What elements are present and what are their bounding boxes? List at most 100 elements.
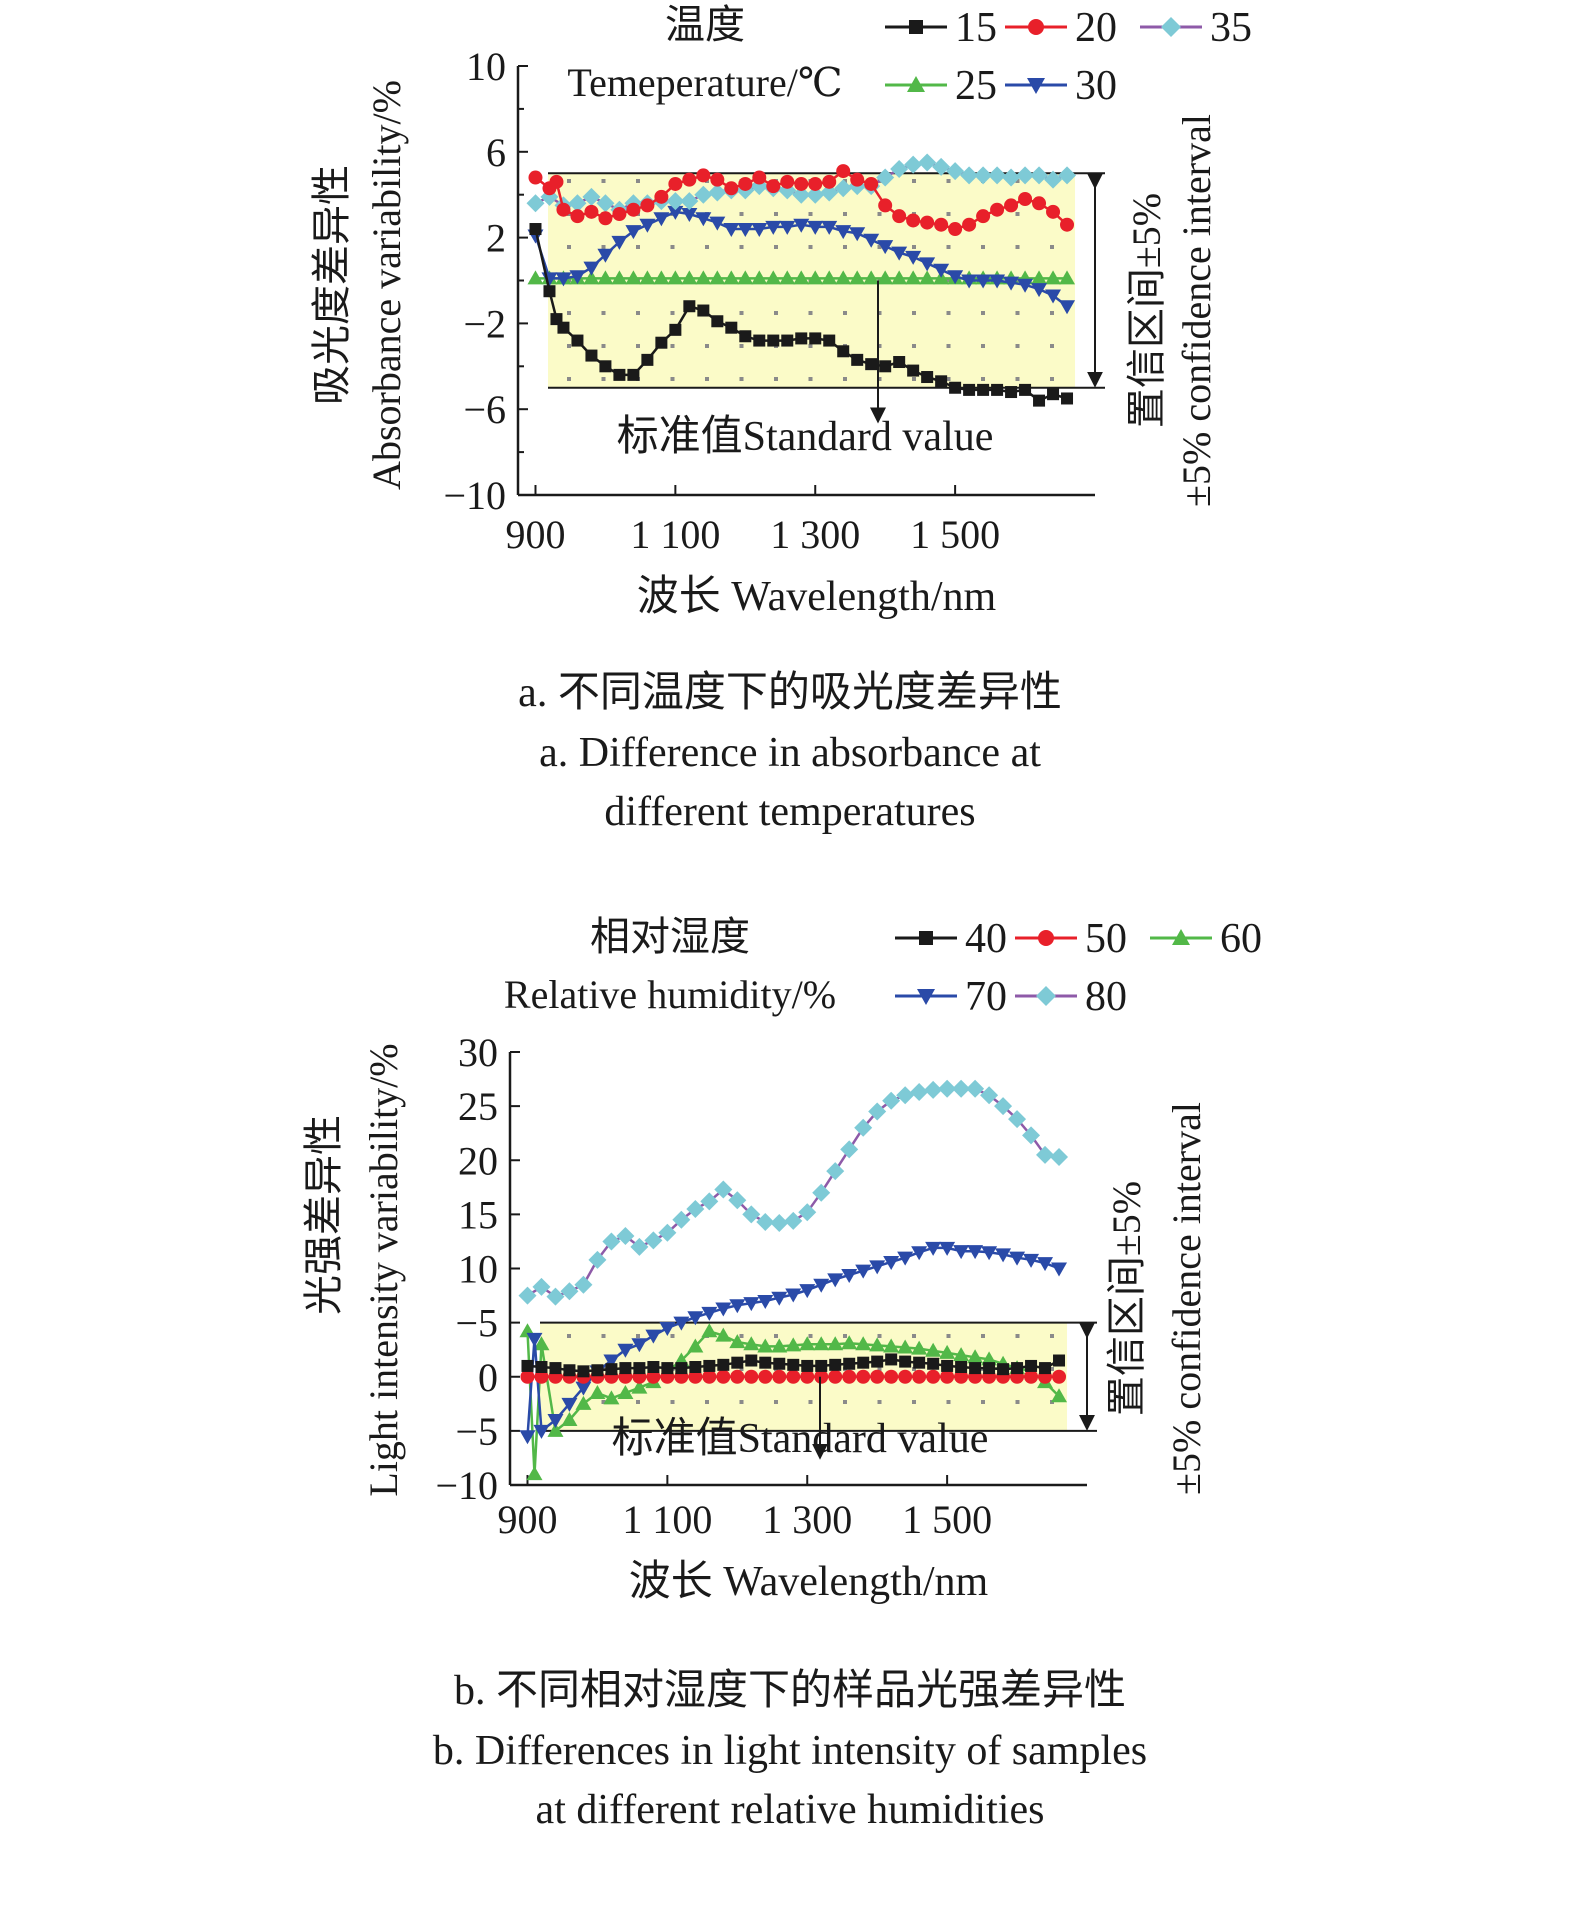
annotations: [812, 1322, 1095, 1460]
data-point: [617, 1343, 634, 1358]
series-30: [527, 205, 1076, 315]
data-point: [809, 332, 822, 345]
data-point: [743, 1297, 760, 1312]
data-point: [835, 270, 852, 285]
data-point: [910, 1083, 929, 1102]
y-tick-label: −5: [455, 1301, 498, 1346]
data-point: [994, 1097, 1013, 1116]
data-point: [843, 1357, 856, 1370]
data-point: [1045, 270, 1062, 285]
data-point: [700, 1192, 719, 1211]
data-point: [556, 202, 571, 217]
series-40: [521, 1353, 1066, 1378]
legend-label: 70: [965, 974, 1007, 1020]
data-point: [892, 209, 907, 224]
data-point: [1004, 198, 1019, 213]
standard-value-label: 标准值Standard value: [617, 414, 994, 460]
data-point: [962, 217, 977, 232]
data-point: [941, 1359, 954, 1372]
data-point: [877, 270, 894, 285]
data-point: [856, 1369, 871, 1384]
confidence-label-cn: 置信区间±5%: [1124, 193, 1169, 428]
data-point: [952, 1079, 971, 1098]
data-point: [897, 1251, 914, 1266]
y-tick-label: −5: [455, 1409, 498, 1454]
data-point: [967, 1245, 984, 1260]
data-point: [918, 153, 937, 172]
data-point: [935, 375, 948, 388]
data-point: [919, 257, 936, 272]
data-point: [988, 166, 1007, 185]
data-point: [849, 227, 866, 242]
data-point: [926, 1369, 941, 1384]
data-point: [668, 176, 683, 191]
data-point: [834, 179, 853, 198]
data-point: [715, 1327, 732, 1342]
data-point: [828, 1369, 843, 1384]
data-point: [731, 1356, 744, 1369]
data-point: [1061, 392, 1074, 405]
data-point: [675, 1362, 688, 1375]
data-point: [813, 1336, 830, 1351]
legend-label: 30: [1075, 63, 1117, 109]
data-point: [855, 1336, 872, 1351]
data-point: [781, 334, 794, 347]
data-point: [1046, 204, 1061, 219]
data-point: [798, 1203, 817, 1222]
legend-label: 25: [955, 63, 997, 109]
series-line-20: [534, 169, 1068, 231]
data-point: [919, 270, 936, 285]
data-point: [533, 1424, 550, 1439]
data-point: [904, 155, 923, 174]
data-point: [779, 220, 796, 235]
data-point: [561, 1397, 578, 1412]
legend-item-30: 30: [1005, 63, 1117, 109]
legend-title-en: Relative humidity/%: [504, 972, 836, 1017]
data-point: [1024, 1369, 1039, 1384]
x-tick-label: 900: [497, 1497, 557, 1542]
data-point: [954, 1369, 969, 1384]
data-point: [577, 1365, 590, 1378]
y-tick-label: 20: [458, 1138, 498, 1183]
data-point: [555, 272, 572, 287]
data-point: [729, 1299, 746, 1314]
legend-swatch-marker: [909, 20, 923, 34]
data-point: [927, 1357, 940, 1370]
data-point: [708, 183, 727, 202]
data-point: [850, 172, 865, 187]
caption-en-line2: different temperatures: [604, 789, 975, 835]
data-point: [868, 1102, 887, 1121]
data-point: [570, 209, 585, 224]
legend-item-60: 60: [1150, 916, 1262, 962]
legend: 40 50 60 70 80: [895, 916, 1262, 1020]
data-point: [667, 270, 684, 285]
data-point: [799, 1336, 816, 1351]
legend-title-cn: 相对湿度: [590, 914, 750, 959]
data-point: [756, 1212, 775, 1231]
legend-swatch-marker: [919, 931, 933, 945]
data-point: [906, 213, 921, 228]
data-point: [588, 1250, 607, 1269]
data-point: [787, 1358, 800, 1371]
data-point: [627, 368, 640, 381]
data-point: [625, 270, 642, 285]
y-tick-label: 0: [478, 1355, 498, 1400]
data-point: [840, 1140, 859, 1159]
data-point: [820, 183, 839, 202]
panel-a: −10 −6 −2 2 6 10 900 1 100 1 300 1 500 15 20 35 25 30…: [309, 2, 1252, 835]
data-point: [519, 1430, 536, 1445]
data-point: [905, 250, 922, 265]
data-point: [884, 1369, 899, 1384]
data-point: [611, 270, 628, 285]
data-point: [528, 170, 543, 185]
data-point: [571, 334, 584, 347]
data-point: [879, 360, 892, 373]
data-point: [836, 164, 851, 179]
data-point: [1031, 283, 1048, 298]
data-point: [687, 1311, 704, 1326]
data-point: [709, 216, 726, 231]
x-tick-label: 1 100: [630, 512, 720, 557]
data-point: [801, 1359, 814, 1372]
data-point: [687, 1338, 704, 1353]
data-point: [878, 198, 893, 213]
